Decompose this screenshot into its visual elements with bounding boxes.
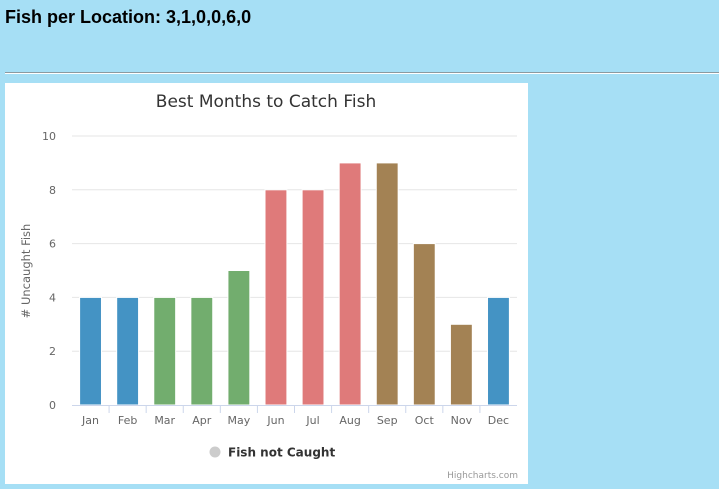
bar[interactable] <box>116 296 140 406</box>
bar[interactable] <box>79 296 102 406</box>
y-tick-label: 10 <box>42 130 56 143</box>
legend-marker-icon <box>209 446 221 458</box>
heading-label: Fish per Location: <box>5 7 162 27</box>
credits-link[interactable]: Highcharts.com <box>447 471 518 481</box>
x-tick-label: May <box>228 414 251 427</box>
bar[interactable] <box>487 296 510 406</box>
bar[interactable] <box>264 189 288 406</box>
bar[interactable] <box>412 243 436 406</box>
x-tick-label: Nov <box>451 414 473 427</box>
y-axis-title: # Uncaught Fish <box>19 224 33 319</box>
bar[interactable] <box>301 189 325 406</box>
horizontal-divider <box>5 72 719 74</box>
x-tick-label: Aug <box>339 414 360 427</box>
bar[interactable] <box>449 323 473 406</box>
chart-panel: 0 2 4 6 8 10 Jan Feb Mar Apr May Jun Jul Aug Sep Oct Nov… <box>5 83 528 484</box>
axes: 0 2 4 6 8 10 Jan Feb Mar Apr May Jun Jul Aug Sep Oct Nov… <box>42 130 517 427</box>
x-tick-label: Sep <box>377 414 398 427</box>
bar[interactable] <box>190 296 214 406</box>
bar[interactable] <box>153 296 177 406</box>
y-tick-label: 6 <box>49 238 56 251</box>
legend[interactable]: Fish not Caught <box>209 446 336 460</box>
y-tick-label: 0 <box>49 399 56 412</box>
x-tick-label: Jan <box>81 414 99 427</box>
bar-chart: 0 2 4 6 8 10 Jan Feb Mar Apr May Jun Jul Aug Sep Oct Nov… <box>19 92 518 481</box>
bar[interactable] <box>338 162 362 406</box>
y-tick-label: 8 <box>49 184 56 197</box>
chart-title: Best Months to Catch Fish <box>156 92 376 112</box>
x-tick-label: Oct <box>415 414 435 427</box>
heading-values: 3,1,0,0,6,0 <box>166 7 252 27</box>
page-heading: Fish per Location: 3,1,0,0,6,0 <box>5 7 251 28</box>
x-tick-label: Jun <box>266 414 284 427</box>
x-tick-label: Apr <box>192 414 212 427</box>
y-tick-label: 2 <box>49 345 56 358</box>
x-tick-label: Feb <box>118 414 137 427</box>
grid-lines <box>72 135 517 352</box>
x-tick-label: Jul <box>305 414 319 427</box>
legend-label[interactable]: Fish not Caught <box>228 446 335 460</box>
x-tick-label: Dec <box>488 414 509 427</box>
bar[interactable] <box>375 162 399 406</box>
y-tick-label: 4 <box>49 291 56 304</box>
x-tick-label: Mar <box>154 414 175 427</box>
bar[interactable] <box>227 270 251 406</box>
bar-series <box>79 162 510 406</box>
